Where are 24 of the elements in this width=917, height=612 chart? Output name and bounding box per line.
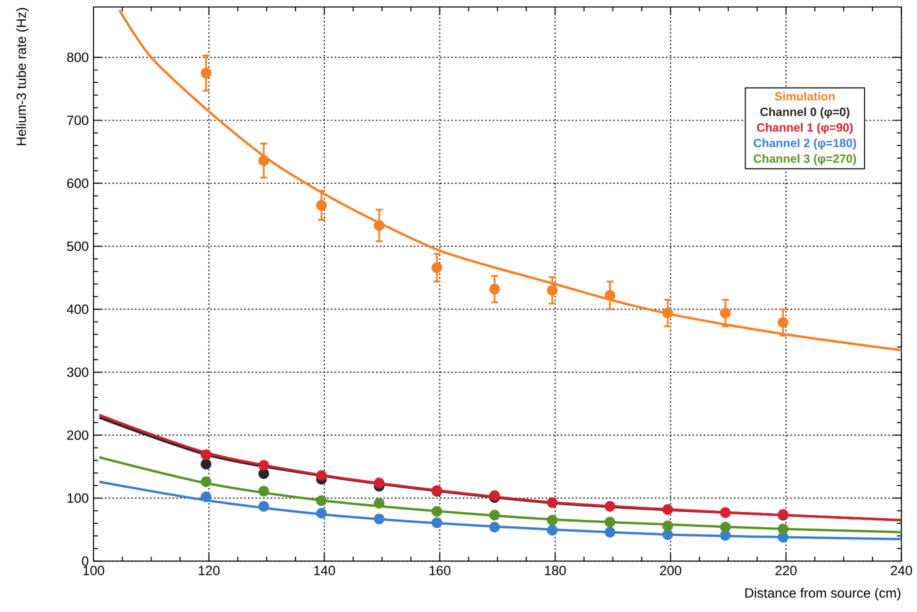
x-tick-label: 240 bbox=[890, 566, 912, 576]
y-axis-title: Helium-3 tube rate (Hz) bbox=[16, 8, 29, 146]
y-tick-label: 700 bbox=[67, 116, 88, 126]
x-tick-label: 100 bbox=[83, 566, 104, 576]
x-tick-label: 180 bbox=[545, 566, 566, 576]
y-tick-label: 400 bbox=[66, 304, 88, 314]
text: Channel 0 (φ=0) bbox=[760, 107, 850, 119]
y-tick-label: 300 bbox=[67, 368, 88, 377]
y-tick-label: 600 bbox=[67, 178, 88, 188]
text: Channel 1 (φ=90) bbox=[757, 123, 853, 134]
text: Simulation bbox=[774, 92, 835, 101]
x-tick-label: 120 bbox=[198, 566, 220, 576]
y-tick-label: 500 bbox=[67, 242, 88, 252]
x-tick-label: 160 bbox=[430, 566, 450, 576]
x-tick-label: 220 bbox=[775, 566, 797, 576]
y-tick-label: 0 bbox=[82, 556, 88, 566]
y-tick-label: 800 bbox=[67, 52, 88, 62]
text: Channel 2 (φ=180) bbox=[754, 138, 856, 150]
y-tick-label: 200 bbox=[67, 430, 88, 440]
x-tick-label: 140 bbox=[314, 566, 335, 576]
text: Channel 3 (φ=270) bbox=[754, 154, 856, 166]
x-axis-title: Distance from source (cm) bbox=[745, 588, 900, 600]
y-tick-label: 100 bbox=[68, 493, 88, 503]
x-tick-label: 200 bbox=[660, 566, 682, 576]
